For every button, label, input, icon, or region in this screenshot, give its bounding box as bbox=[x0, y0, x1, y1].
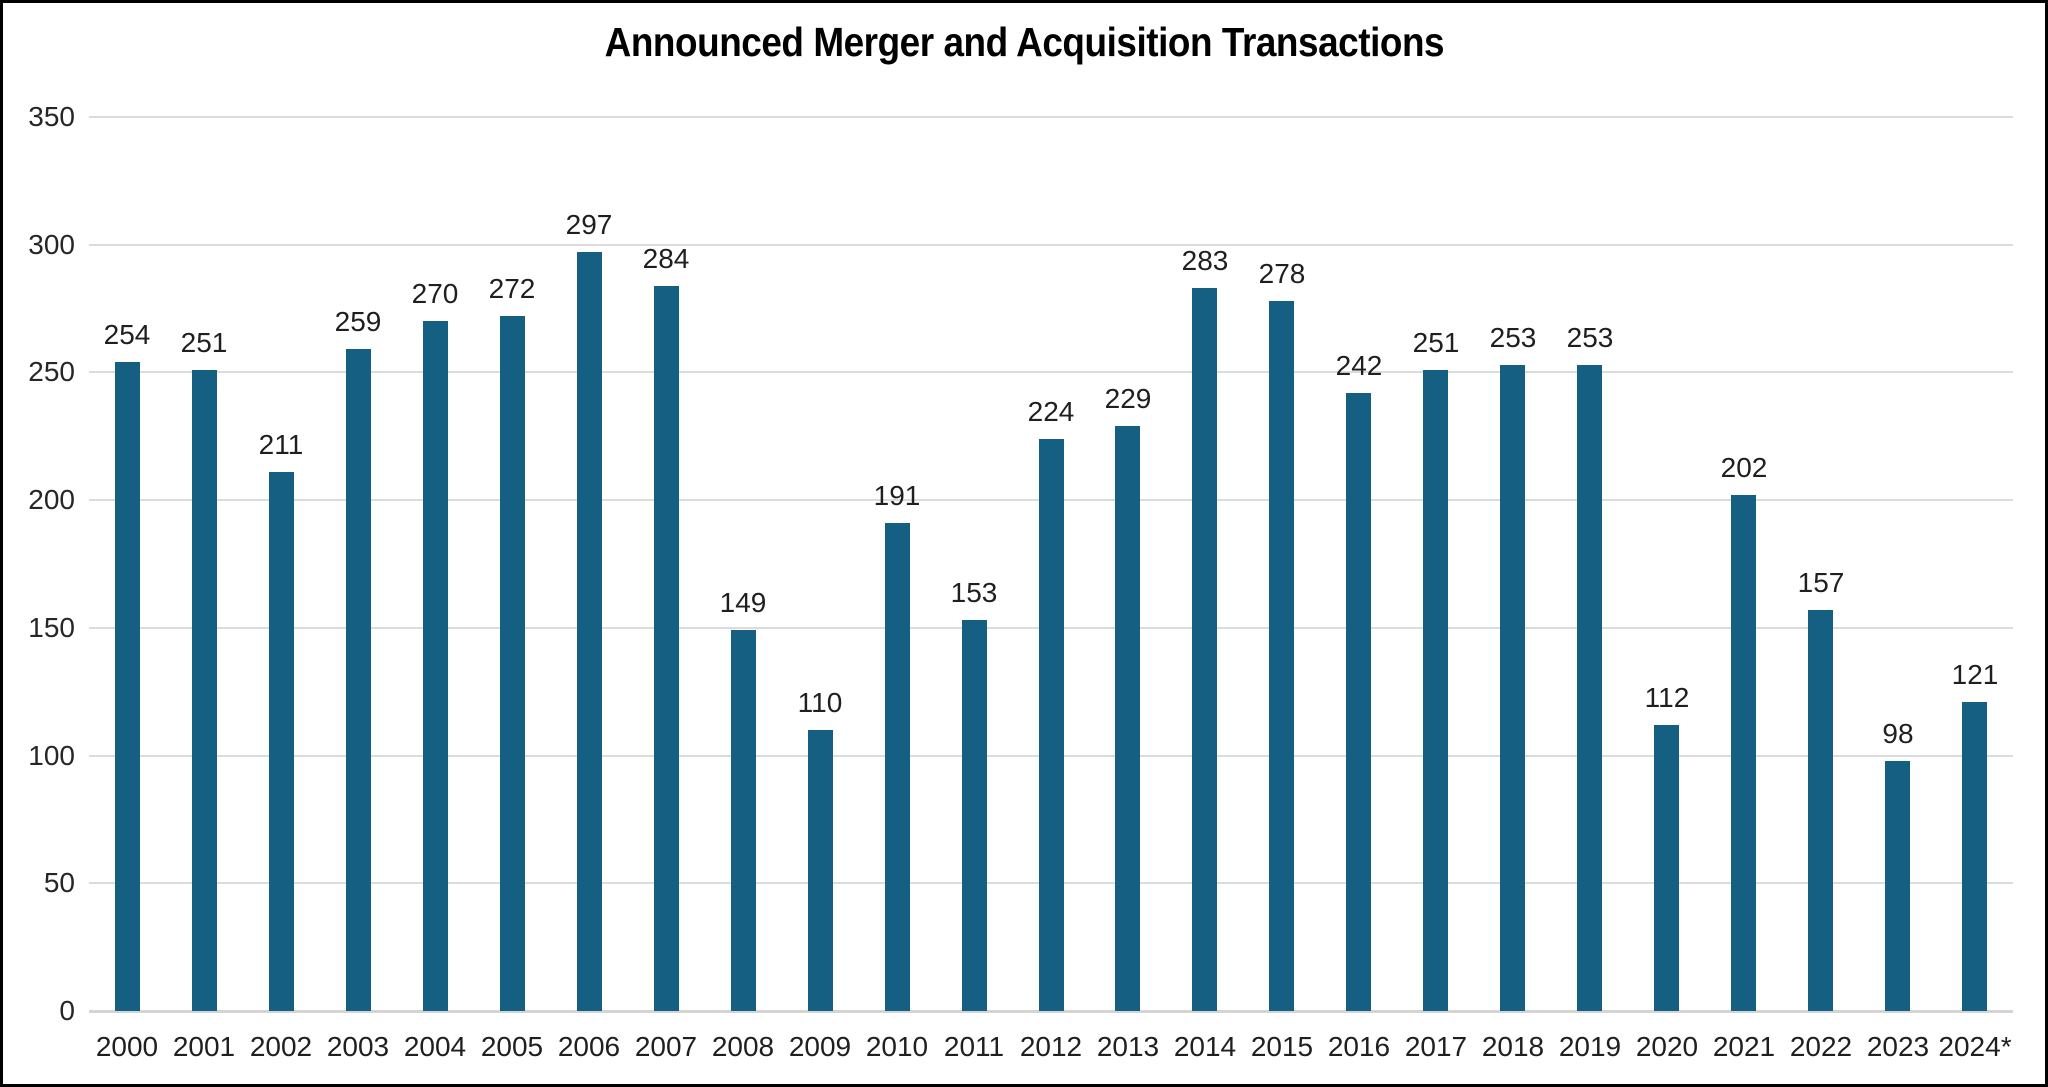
bar-2006 bbox=[577, 252, 602, 1011]
bar-2002 bbox=[269, 472, 294, 1011]
y-tick-label: 350 bbox=[28, 101, 75, 132]
bar-value-label: 278 bbox=[1258, 258, 1306, 289]
bar-2021 bbox=[1731, 495, 1756, 1011]
x-tick-label: 2014 bbox=[1173, 1031, 1237, 1062]
bar-value-label: 153 bbox=[950, 577, 998, 608]
bar-value-label: 229 bbox=[1104, 383, 1152, 414]
x-tick-label: 2001 bbox=[172, 1031, 236, 1062]
x-tick-label: 2021 bbox=[1712, 1031, 1776, 1062]
x-tick-label: 2020 bbox=[1635, 1031, 1699, 1062]
y-tick-label: 50 bbox=[43, 867, 75, 899]
bar-2014 bbox=[1192, 288, 1217, 1011]
bar-value-label: 112 bbox=[1644, 682, 1690, 713]
bar-2000 bbox=[115, 362, 140, 1011]
bar-value-label: 254 bbox=[103, 319, 151, 350]
bar-value-label: 202 bbox=[1720, 452, 1768, 483]
x-tick-label: 2012 bbox=[1019, 1031, 1083, 1062]
bar-2020 bbox=[1654, 725, 1679, 1011]
x-tick-label: 2006 bbox=[557, 1031, 621, 1062]
bar-value-label: 224 bbox=[1027, 396, 1075, 427]
x-tick-label: 2009 bbox=[788, 1031, 852, 1062]
bar-2023 bbox=[1885, 761, 1910, 1011]
x-tick-label: 2010 bbox=[865, 1031, 929, 1062]
y-tick-label: 0 bbox=[59, 995, 75, 1026]
gridline bbox=[89, 371, 2013, 374]
y-tick-label: 100 bbox=[28, 739, 75, 771]
bar-2005 bbox=[500, 316, 525, 1011]
bar-value-label: 242 bbox=[1335, 350, 1383, 381]
x-tick-label: 2015 bbox=[1250, 1031, 1314, 1062]
x-tick-label: 2003 bbox=[326, 1031, 390, 1062]
bar-2016 bbox=[1346, 393, 1371, 1011]
bar-2010 bbox=[885, 523, 910, 1011]
x-tick-label: 2002 bbox=[249, 1031, 313, 1062]
bar-2001 bbox=[192, 370, 217, 1011]
bar-2011 bbox=[962, 620, 987, 1011]
x-tick-label: 2022 bbox=[1789, 1031, 1853, 1062]
gridline bbox=[89, 243, 2013, 246]
bar-value-label: 121 bbox=[1951, 659, 1999, 690]
x-tick-label: 2016 bbox=[1327, 1031, 1391, 1062]
bar-value-label: 284 bbox=[642, 243, 690, 274]
bar-value-label: 110 bbox=[797, 687, 843, 718]
gridline bbox=[89, 116, 2013, 118]
x-tick-label: 2008 bbox=[711, 1031, 775, 1062]
bar-value-label: 270 bbox=[411, 278, 459, 309]
y-tick-label: 300 bbox=[28, 228, 75, 260]
bar-value-label: 157 bbox=[1797, 567, 1845, 598]
bar-2013 bbox=[1115, 426, 1140, 1011]
bar-2018 bbox=[1500, 365, 1525, 1011]
bar-value-label: 251 bbox=[180, 327, 228, 358]
bar-2004 bbox=[423, 321, 448, 1011]
x-tick-label: 2018 bbox=[1481, 1031, 1545, 1062]
plot-area: 0 50 100 150 200 250 300 350 254 2000 251 2001 211 20… bbox=[3, 3, 2045, 1084]
x-tick-label: 2019 bbox=[1558, 1031, 1622, 1062]
bar-2003 bbox=[346, 349, 371, 1011]
bar-2015 bbox=[1269, 301, 1294, 1011]
bar-value-label: 283 bbox=[1181, 245, 1229, 276]
bar-2007 bbox=[654, 286, 679, 1011]
bar-2009 bbox=[808, 730, 833, 1011]
bar-value-label: 98 bbox=[1882, 718, 1914, 749]
y-tick-label: 250 bbox=[28, 356, 75, 388]
bar-value-label: 211 bbox=[258, 429, 304, 460]
x-tick-label: 2005 bbox=[480, 1031, 544, 1062]
bar-2008 bbox=[731, 630, 756, 1011]
bar-value-label: 253 bbox=[1489, 322, 1537, 353]
x-tick-label: 2004 bbox=[403, 1031, 467, 1062]
bar-value-label: 149 bbox=[719, 587, 767, 618]
x-tick-label: 2023 bbox=[1866, 1031, 1930, 1062]
bar-value-label: 297 bbox=[565, 209, 613, 240]
x-tick-label: 2013 bbox=[1096, 1031, 1160, 1062]
bar-2012 bbox=[1039, 439, 1064, 1011]
bar-value-label: 253 bbox=[1566, 322, 1614, 353]
x-tick-label: 2024* bbox=[1938, 1031, 2012, 1062]
x-tick-label: 2000 bbox=[95, 1031, 159, 1062]
bar-value-label: 272 bbox=[488, 273, 536, 304]
y-tick-label: 150 bbox=[28, 611, 75, 643]
bar-2019 bbox=[1577, 365, 1602, 1011]
bar-value-label: 191 bbox=[873, 480, 921, 511]
bar-value-label: 259 bbox=[334, 306, 382, 337]
bar-2017 bbox=[1423, 370, 1448, 1011]
bar-2022 bbox=[1808, 610, 1833, 1011]
x-tick-label: 2011 bbox=[943, 1031, 1005, 1062]
x-tick-label: 2007 bbox=[634, 1031, 698, 1062]
x-tick-label: 2017 bbox=[1404, 1031, 1468, 1062]
bar-value-label: 251 bbox=[1412, 327, 1460, 358]
x-axis-line bbox=[89, 1010, 2013, 1013]
y-tick-label: 200 bbox=[28, 484, 75, 516]
bar-2024* bbox=[1962, 702, 1987, 1011]
